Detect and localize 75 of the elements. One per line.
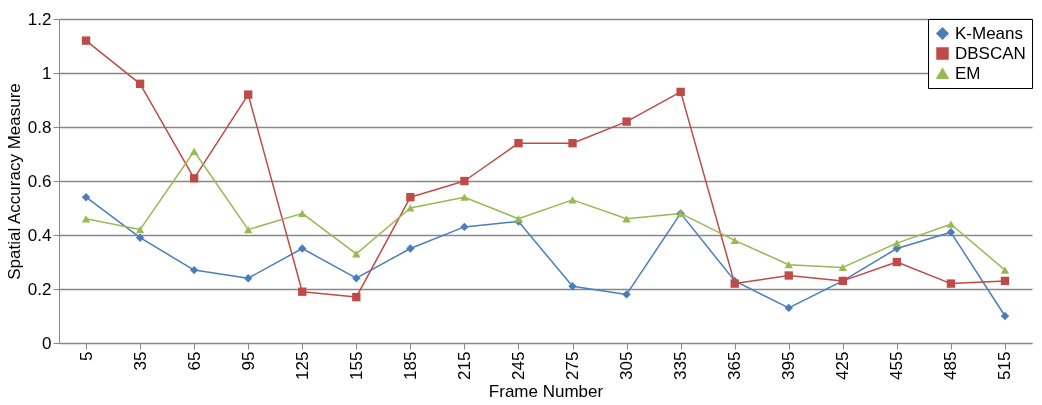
point xyxy=(784,303,793,313)
point xyxy=(622,215,631,223)
point xyxy=(81,215,91,223)
y-tick-label: 0.8 xyxy=(27,117,52,137)
y-tick-label: 0.6 xyxy=(27,171,52,191)
point xyxy=(730,236,739,245)
x-tick-label: 365 xyxy=(725,351,745,380)
point xyxy=(406,244,415,253)
point xyxy=(838,263,847,272)
x-tick-label: 425 xyxy=(833,351,853,380)
y-tick-label: 1 xyxy=(42,63,52,83)
x-tick-label: 275 xyxy=(563,351,583,380)
point xyxy=(676,87,685,97)
x-axis-title: Frame Number xyxy=(488,381,604,401)
point xyxy=(514,139,523,148)
point xyxy=(244,90,253,99)
legend-label: EM xyxy=(955,63,981,83)
legend-label: DBSCAN xyxy=(955,43,1026,63)
point xyxy=(81,36,91,45)
point xyxy=(946,279,956,288)
point xyxy=(460,193,469,201)
y-tick-label: 0.4 xyxy=(27,225,52,245)
point xyxy=(244,274,253,283)
point xyxy=(189,265,199,275)
point xyxy=(568,139,577,148)
x-tick-label: 125 xyxy=(292,351,312,380)
point xyxy=(1000,311,1010,321)
point xyxy=(298,244,307,253)
point xyxy=(406,204,415,212)
y-tick-label: 0.2 xyxy=(27,279,52,299)
point xyxy=(622,290,631,299)
point xyxy=(135,79,145,88)
point xyxy=(244,225,253,234)
point xyxy=(946,228,956,237)
point xyxy=(298,287,307,296)
point xyxy=(352,250,361,258)
point xyxy=(568,282,577,291)
legend-label: K-Means xyxy=(955,23,1024,43)
x-tick-label: 395 xyxy=(779,351,799,380)
x-tick-label: 5 xyxy=(76,351,96,361)
point xyxy=(892,239,902,247)
x-tick-label: 95 xyxy=(238,351,258,371)
point xyxy=(568,196,577,204)
point xyxy=(189,147,199,155)
point xyxy=(135,233,145,242)
point xyxy=(784,271,793,280)
x-tick-label: 185 xyxy=(400,351,420,380)
y-axis-title: Spatial Accuracy Measure xyxy=(4,83,24,280)
x-tick-label: 455 xyxy=(887,351,907,380)
point xyxy=(298,209,307,218)
x-tick-label: 215 xyxy=(454,351,474,380)
x-tick-label: 35 xyxy=(130,351,150,371)
x-tick-label: 515 xyxy=(995,351,1015,380)
point xyxy=(460,222,469,232)
point xyxy=(189,174,199,183)
point xyxy=(460,176,469,186)
point xyxy=(352,274,361,283)
x-tick-label: 155 xyxy=(346,351,366,380)
x-tick-label: 245 xyxy=(508,351,528,380)
y-tick-label: 1.2 xyxy=(27,9,52,29)
point xyxy=(352,292,361,302)
point xyxy=(946,220,956,228)
point xyxy=(892,257,902,267)
point xyxy=(406,193,415,202)
point xyxy=(81,193,91,202)
x-tick-label: 65 xyxy=(184,351,204,371)
x-tick-label: 305 xyxy=(617,351,637,380)
x-tick-label: 335 xyxy=(671,351,691,380)
point xyxy=(135,225,145,234)
point xyxy=(1000,276,1010,286)
y-tick-label: 0 xyxy=(42,333,52,353)
point xyxy=(784,261,793,269)
point xyxy=(1000,266,1010,274)
x-tick-label: 485 xyxy=(941,351,961,380)
point xyxy=(622,117,631,126)
